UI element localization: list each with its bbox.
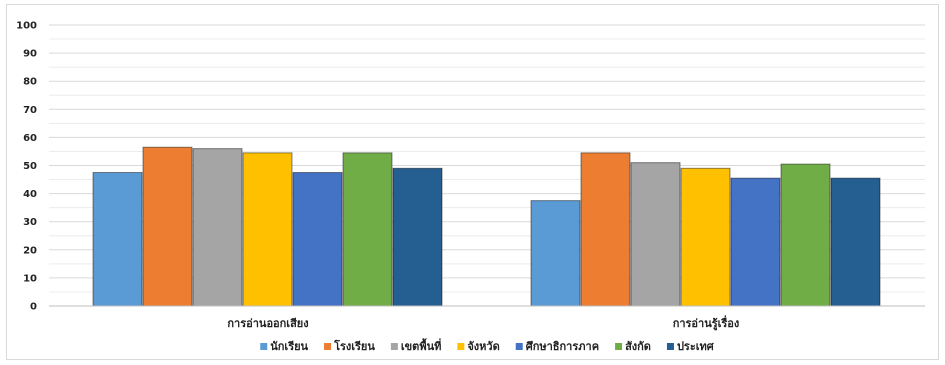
y-tick-label: 30 — [23, 217, 37, 228]
bar-3-cat-1 — [192, 148, 243, 307]
legend-label: โรงเรียน — [333, 339, 375, 353]
legend: นักเรียน โรงเรียน เขตพื้นที่ จังหวัด ศึกษาธิ… — [260, 338, 715, 353]
legend-item: จังหวัด — [457, 340, 500, 353]
bar-3-cat-2 — [630, 162, 681, 307]
y-tick-label: 0 — [30, 302, 37, 313]
legend-label: เขตพื้นที่ — [401, 338, 441, 353]
y-tick-label: 60 — [23, 133, 37, 144]
bar-2-cat-2 — [580, 152, 631, 307]
y-tick-label: 10 — [23, 273, 37, 284]
bar-7-cat-2 — [830, 177, 881, 307]
legend-label: สังกัด — [625, 340, 651, 353]
y-tick-label: 50 — [23, 161, 37, 172]
legend-item: สังกัด — [615, 340, 651, 353]
category-label: การอ่านออกเสียง — [227, 317, 308, 330]
legend-label: นักเรียน — [270, 340, 308, 353]
legend-swatch — [260, 343, 268, 350]
legend-label: จังหวัด — [467, 340, 499, 353]
category-labels: การอ่านออกเสียง การอ่านรู้เรื่อง — [227, 315, 739, 331]
bar-5-cat-2 — [730, 177, 781, 307]
category-label: การอ่านรู้เรื่อง — [673, 315, 740, 331]
legend-swatch — [666, 343, 674, 350]
y-axis-ticks: 0 10 20 30 40 50 60 70 80 90 100 — [16, 21, 37, 313]
bars — [92, 146, 881, 307]
bar-7-cat-1 — [392, 167, 443, 307]
bar-4-cat-1 — [242, 152, 293, 307]
legend-swatch — [515, 343, 523, 350]
legend-label: ประเทศ — [677, 340, 715, 353]
legend-swatch — [615, 343, 623, 350]
y-tick-label: 90 — [23, 49, 37, 60]
bar-6-cat-1 — [342, 152, 393, 307]
y-tick-label: 70 — [23, 105, 37, 116]
legend-swatch — [390, 343, 398, 350]
legend-item: โรงเรียน — [324, 339, 375, 353]
y-tick-label: 20 — [23, 245, 37, 256]
y-tick-label: 100 — [16, 21, 37, 32]
bar-6-cat-2 — [780, 163, 831, 307]
legend-item: ประเทศ — [666, 340, 715, 353]
legend-item: ศึกษาธิการภาค — [515, 340, 599, 353]
legend-item: เขตพื้นที่ — [390, 338, 441, 353]
bar-2-cat-1 — [142, 146, 193, 307]
legend-swatch — [457, 343, 465, 350]
bar-4-cat-2 — [680, 167, 731, 307]
legend-item: นักเรียน — [260, 340, 309, 353]
y-tick-label: 40 — [23, 189, 37, 200]
bar-5-cat-1 — [292, 172, 343, 307]
legend-swatch — [324, 343, 332, 350]
y-tick-label: 80 — [23, 77, 37, 88]
chart-frame: 0 10 20 30 40 50 60 70 80 90 100 การอ่านออกเสียง กา… — [6, 4, 939, 360]
bar-1-cat-1 — [92, 172, 143, 307]
legend-label: ศึกษาธิการภาค — [526, 340, 599, 353]
bar-1-cat-2 — [530, 200, 581, 307]
